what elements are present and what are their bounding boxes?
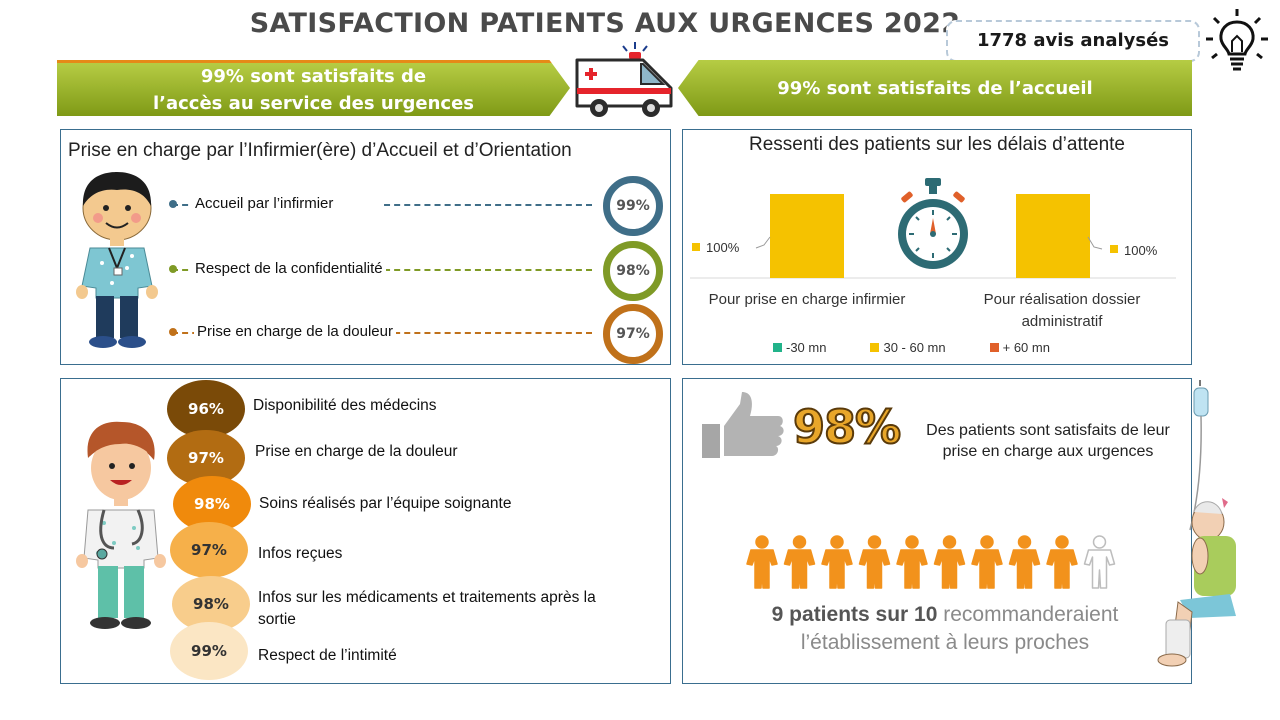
medical-item5-label-line2: sortie (258, 611, 296, 628)
ioa-row3-dot (169, 328, 177, 336)
wait-category-1: Pour prise en charge infirmier (708, 291, 906, 308)
person-icon-filled (783, 535, 816, 589)
recommend-bold: 9 patients sur 10 (771, 603, 938, 626)
legend-item-30-60: 30 - 60 mn (870, 340, 946, 355)
data-label-key-1 (692, 243, 700, 251)
wait-chart: 100% 100% (690, 194, 1176, 279)
medical-item4-value: 97% (191, 541, 227, 559)
banner-reception-satisfaction: 99% sont satisfaits de l’accueil (678, 60, 1192, 116)
nurse-illustration (76, 172, 158, 348)
wait-bar-2 (1016, 194, 1090, 278)
medical-item1-circle: 96% (167, 380, 245, 438)
legend-label: -30 mn (786, 340, 827, 355)
ioa-row3-value: 97% (616, 326, 650, 342)
page-title: SATISFACTION PATIENTS AUX URGENCES 2022 (249, 8, 961, 39)
recommend-text: 9 patients sur 10 recommanderaient l’éta… (700, 601, 1190, 657)
leader-line-2 (1087, 236, 1103, 250)
legend-swatch-yellow (870, 343, 880, 352)
wait-title: Ressenti des patients sur les délais d’a… (749, 134, 1125, 155)
legend-label: + 60 mn (1002, 340, 1050, 355)
wait-category-2-line2: administratif (1021, 313, 1103, 330)
legend-swatch-orange (989, 343, 999, 352)
legend-label: 30 - 60 mn (883, 340, 946, 355)
ioa-row1-label: Accueil par l’infirmier (192, 195, 380, 212)
wait-legend: -30 mn 30 - 60 mn + 60 mn (773, 340, 1050, 355)
medical-item1-value: 96% (188, 400, 224, 418)
ioa-row3-ring: 97% (603, 304, 663, 364)
legend-item-over-60: + 60 mn (989, 340, 1050, 355)
ioa-row1-line (172, 204, 592, 206)
person-icon-filled (821, 535, 853, 589)
ioa-row1-dot (169, 200, 177, 208)
medical-item3-value: 98% (194, 495, 230, 513)
medical-item3-label: Soins réalisés par l’équipe soignante (259, 495, 512, 512)
global-text-line2: prise en charge aux urgences (942, 443, 1154, 460)
medical-item6-label: Respect de l’intimité (258, 647, 397, 664)
medical-panel (60, 378, 671, 684)
ioa-row1-value: 99% (616, 198, 650, 214)
patient-iv-illustration (1157, 380, 1236, 667)
person-icon-filled (971, 535, 1003, 589)
medical-item5-circle: 98% (172, 576, 250, 632)
banner-right-text: 99% sont satisfaits de l’accueil (777, 77, 1093, 99)
ioa-row2-dot (169, 265, 177, 273)
global-big-percent: 98% (792, 399, 902, 455)
leader-line-1 (755, 236, 771, 249)
legend-swatch-green (773, 343, 782, 352)
banner-left-line1: 99% sont satisfaits de (200, 65, 427, 87)
medical-item2-value: 97% (188, 449, 224, 467)
legend-item-under-30: -30 mn (773, 340, 826, 355)
medical-item4-label: Infos reçues (258, 545, 343, 562)
person-icon-empty (1083, 535, 1116, 589)
medical-item4-circle: 97% (170, 522, 248, 578)
data-label-1: 100% (706, 240, 740, 255)
person-icon-filled (858, 535, 891, 589)
medical-item2-label: Prise en charge de la douleur (255, 443, 458, 460)
person-icon-filled (746, 535, 778, 589)
ioa-row1-ring: 99% (603, 176, 663, 236)
lightbulb-icon (1206, 9, 1268, 71)
reviews-count-badge: 1778 avis analysés (946, 20, 1200, 62)
ambulance-icon (575, 42, 673, 117)
person-icon-filled (896, 535, 928, 589)
medical-item5-value: 98% (193, 595, 229, 613)
person-icon-filled (1008, 535, 1041, 589)
thumbs-up-icon (702, 392, 784, 458)
banner-access-satisfaction: 99% sont satisfaits de l’accès au servic… (57, 60, 570, 116)
data-label-2: 100% (1124, 243, 1158, 258)
stopwatch-icon (898, 178, 968, 269)
global-text: Des patients sont satisfaits de leur pri… (902, 420, 1194, 462)
ioa-title: Prise en charge par l’Infirmier(ère) d’A… (68, 140, 572, 161)
wait-bar-1 (770, 194, 844, 278)
recommend-line2: l’établissement à leurs proches (800, 631, 1090, 654)
person-icon-filled (933, 535, 966, 589)
recommend-rest: recommanderaient (937, 603, 1119, 626)
ioa-row2-value: 98% (616, 263, 650, 279)
medical-item6-circle: 99% (170, 622, 248, 680)
people-row (746, 535, 1116, 589)
medical-item5-label-line1: Infos sur les médicaments et traitements… (258, 589, 596, 606)
medical-item6-value: 99% (191, 642, 227, 660)
ioa-row2-ring: 98% (603, 241, 663, 301)
medical-item1-label: Disponibilité des médecins (253, 397, 437, 414)
wait-category-2-line1: Pour réalisation dossier (983, 291, 1141, 308)
ioa-row3-label: Prise en charge de la douleur (194, 323, 396, 340)
person-icon-filled (1046, 535, 1078, 589)
data-label-key-2 (1110, 245, 1118, 253)
banner-left-line2: l’accès au service des urgences (152, 92, 475, 114)
ioa-row2-label: Respect de la confidentialité (192, 260, 386, 277)
doctor-illustration (76, 421, 166, 629)
global-text-line1: Des patients sont satisfaits de leur (926, 422, 1170, 439)
